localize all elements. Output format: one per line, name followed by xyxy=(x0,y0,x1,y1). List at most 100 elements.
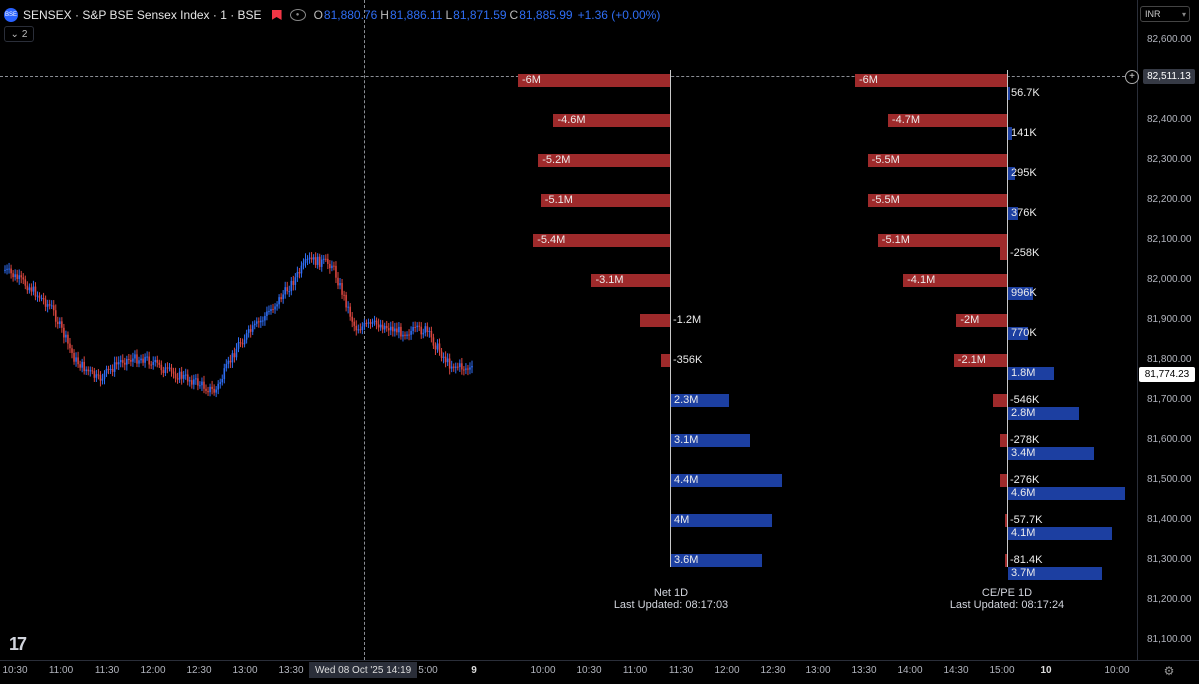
candle-body xyxy=(373,320,376,322)
close-value: 81,885.99 xyxy=(519,8,573,22)
candle-body xyxy=(22,277,25,280)
candle-body xyxy=(258,321,260,323)
candle-body xyxy=(385,325,388,329)
bar-value-label: -546K xyxy=(1010,394,1040,406)
candle-body xyxy=(339,283,341,286)
bar-value-label: -81.4K xyxy=(1010,554,1043,566)
price-axis-label: 81,100.00 xyxy=(1147,634,1192,645)
candle-body xyxy=(36,295,39,297)
currency-select[interactable]: INR ▾ xyxy=(1140,6,1190,22)
gear-icon[interactable]: ⚙ xyxy=(1163,664,1175,678)
candle-body xyxy=(461,363,463,370)
candle-body xyxy=(379,324,382,328)
candle-body xyxy=(359,329,362,331)
symbol-title[interactable]: SENSEX · S&P BSE Sensex Index · 1 · BSE xyxy=(23,8,262,22)
candle-body xyxy=(83,361,85,372)
bar-value-label: 3.1M xyxy=(674,434,699,446)
time-axis-label: 10:30 xyxy=(2,665,28,676)
candle-body xyxy=(345,294,347,308)
candle-body xyxy=(207,390,209,393)
bar-value-label: 295K xyxy=(1011,167,1037,179)
day-label-10: 10 xyxy=(1040,665,1052,676)
candle-body xyxy=(418,325,421,327)
candle-body xyxy=(276,304,278,307)
candle-body xyxy=(186,374,189,382)
time-axis-label: 13:30 xyxy=(278,665,304,676)
positive-bar xyxy=(1008,447,1095,460)
candle-body xyxy=(355,325,358,331)
price-axis-label: 82,400.00 xyxy=(1147,114,1192,125)
bar-value-label: 56.7K xyxy=(1011,87,1040,99)
candle-body xyxy=(59,321,61,325)
indicators-toggle[interactable]: ⌄ 2 xyxy=(4,26,34,42)
candle-body xyxy=(329,263,331,269)
candle-body xyxy=(130,359,132,362)
candle-body xyxy=(56,321,59,325)
negative-bar xyxy=(887,114,1007,127)
candle-body xyxy=(115,362,118,365)
bar-value-label: 1.8M xyxy=(1011,367,1036,379)
time-axis-border xyxy=(0,660,1199,661)
candle-body xyxy=(327,258,329,264)
candle-body xyxy=(99,375,102,381)
candle-body xyxy=(75,357,77,362)
tradingview-logo[interactable]: 17 xyxy=(9,634,27,654)
flag-icon[interactable] xyxy=(271,10,282,20)
candle-body xyxy=(284,287,286,295)
candle-body xyxy=(166,367,169,369)
candle-body xyxy=(101,378,104,381)
bar-value-label: 376K xyxy=(1011,207,1037,219)
candle-body xyxy=(24,279,27,286)
candle-body xyxy=(44,299,47,307)
positive-bar xyxy=(1008,167,1016,180)
bar-value-label: -5.1M xyxy=(881,234,910,246)
candle-body xyxy=(357,329,360,331)
candle-body xyxy=(363,322,366,327)
candle-body xyxy=(446,358,449,363)
candle-body xyxy=(286,287,289,292)
negative-bar xyxy=(855,74,1007,87)
symbol-header[interactable]: BSE SENSEX · S&P BSE Sensex Index · 1 · … xyxy=(4,6,660,24)
bar-value-label: 2.3M xyxy=(674,394,699,406)
price-axis-label: 81,800.00 xyxy=(1147,354,1192,365)
positive-bar xyxy=(1008,567,1102,580)
candle-body xyxy=(205,388,207,391)
candle-body xyxy=(111,368,114,372)
candle-body xyxy=(452,366,455,368)
candle-body xyxy=(103,373,106,379)
candle-body xyxy=(420,326,423,335)
candle-body xyxy=(300,265,303,274)
bar-value-label: -5.2M xyxy=(542,154,571,166)
time-axis-label: 10:00 xyxy=(530,665,556,676)
indicators-count: 2 xyxy=(21,28,28,40)
bar-value-label: 4M xyxy=(674,514,690,526)
candle-body xyxy=(432,337,435,346)
high-key: H xyxy=(380,8,389,22)
candle-body xyxy=(26,285,29,291)
candle-body xyxy=(438,343,441,352)
candle-body xyxy=(233,353,236,358)
cepe-1d-title: CE/PE 1D xyxy=(981,587,1033,599)
bar-value-label: 4.6M xyxy=(1011,487,1036,499)
candle-body xyxy=(371,321,374,324)
candle-body xyxy=(30,287,33,292)
candle-body xyxy=(264,315,266,321)
candle-body xyxy=(132,358,134,362)
positive-bar xyxy=(1008,287,1034,300)
bar-value-label: -5.4M xyxy=(537,234,566,246)
candle-body xyxy=(426,326,429,332)
candle-body xyxy=(369,322,372,324)
add-plus-icon[interactable]: + xyxy=(1125,70,1139,84)
eye-icon[interactable]: ● xyxy=(289,9,306,21)
candle-body xyxy=(89,370,92,372)
candle-body xyxy=(349,306,351,317)
price-line-chart[interactable] xyxy=(0,0,1137,660)
negative-bar xyxy=(639,314,670,327)
candle-body xyxy=(69,343,71,349)
candle-body xyxy=(436,343,439,350)
candle-body xyxy=(199,385,201,387)
candle-body xyxy=(12,273,14,278)
bar-value-label: -5.5M xyxy=(871,194,900,206)
candle-body xyxy=(335,265,337,278)
